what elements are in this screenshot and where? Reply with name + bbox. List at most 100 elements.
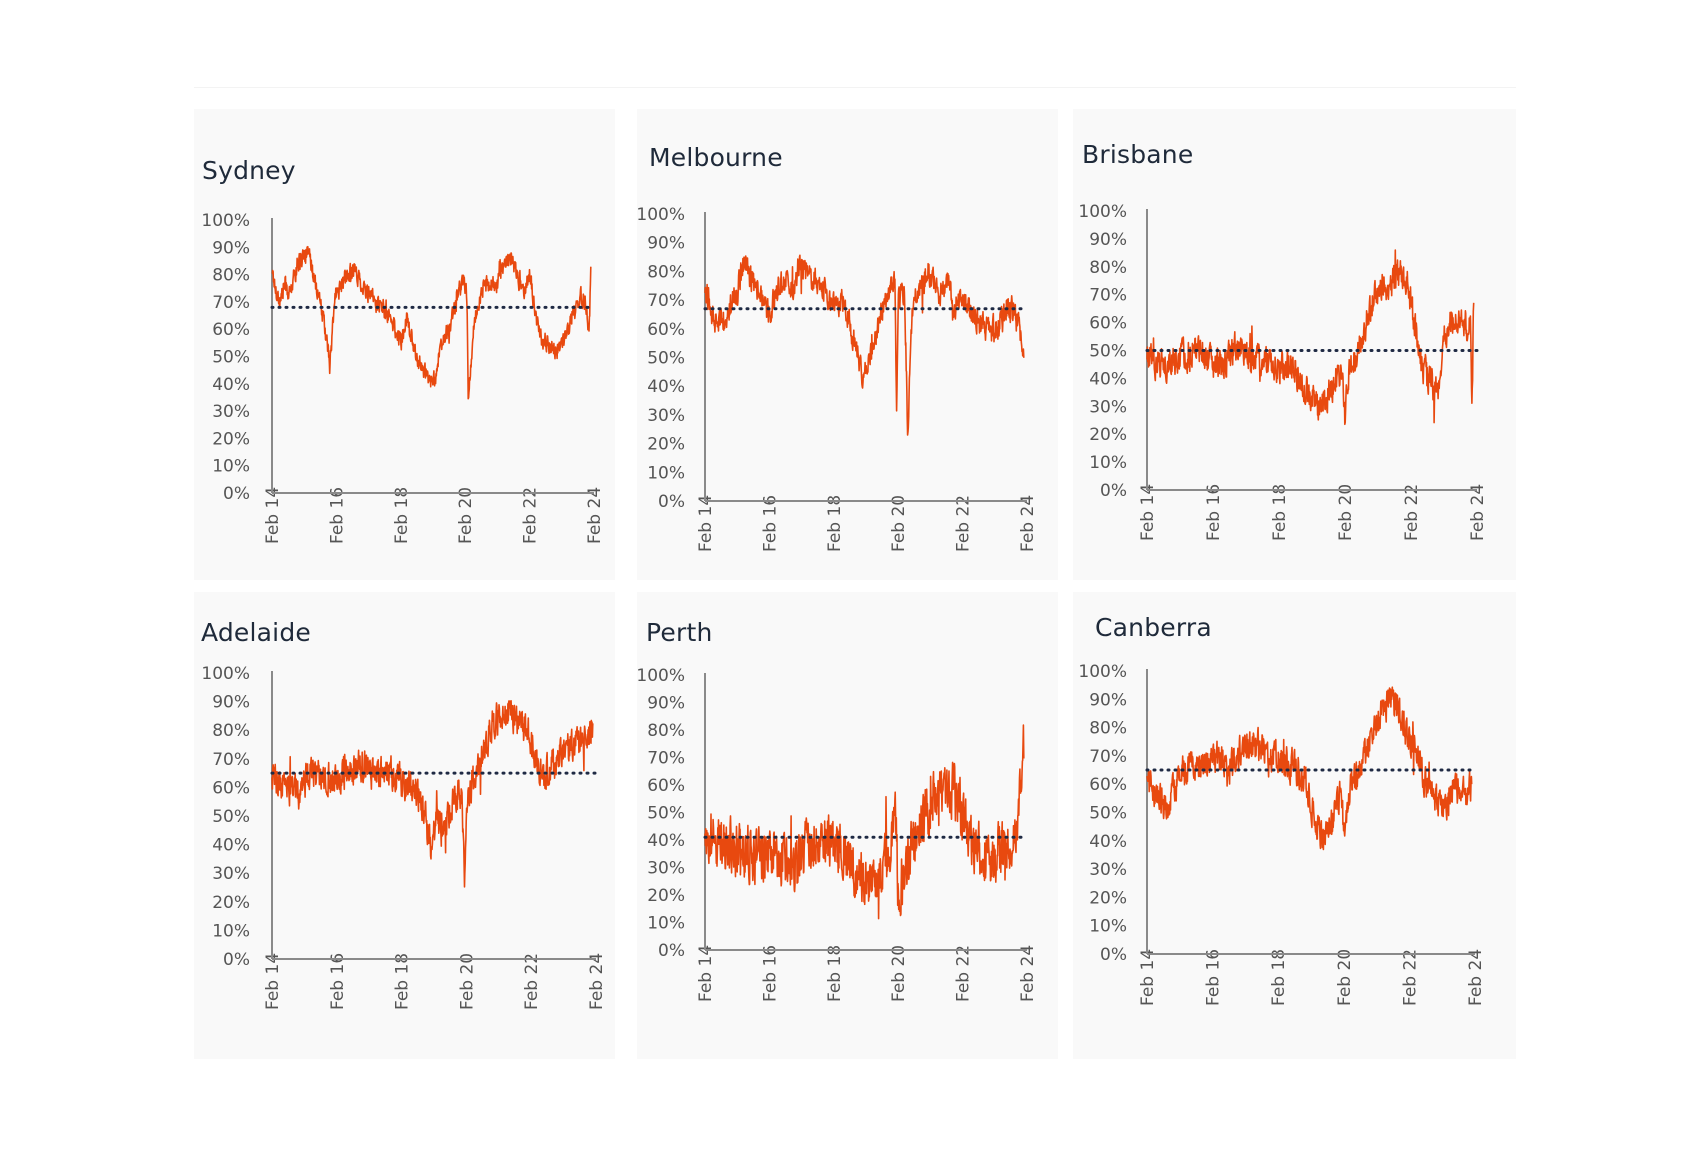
x-tick-label: Feb 20 bbox=[889, 495, 909, 552]
chart-svg: 0% 10% 20% 30% 40% 50% 60% 70% 80% 90% 100% Feb 14 F… bbox=[1078, 662, 1486, 1006]
x-tick-label: Feb 14 bbox=[1138, 484, 1158, 541]
chart-title: Melbourne bbox=[649, 143, 783, 172]
y-tick-label: 60% bbox=[212, 320, 250, 340]
x-tick-label: Feb 14 bbox=[263, 953, 283, 1010]
x-tick-label: Feb 20 bbox=[457, 953, 477, 1010]
y-tick-label: 70% bbox=[647, 291, 685, 311]
y-tick-label: 50% bbox=[647, 349, 685, 369]
x-tick-label: Feb 16 bbox=[1204, 949, 1224, 1006]
y-tick-label: 80% bbox=[212, 266, 250, 286]
y-tick-label: 30% bbox=[1089, 860, 1127, 880]
y-tick-label: 50% bbox=[1089, 804, 1127, 824]
series-line bbox=[271, 245, 592, 400]
x-tick-label: Feb 14 bbox=[696, 495, 716, 552]
y-tick-label: 10% bbox=[1089, 917, 1127, 937]
y-tick-label: 90% bbox=[647, 234, 685, 254]
y-tick-label: 0% bbox=[223, 950, 250, 970]
y-tick-label: 10% bbox=[212, 457, 250, 477]
x-tick-label: Feb 16 bbox=[1204, 484, 1224, 541]
x-tick-label: Feb 22 bbox=[522, 953, 542, 1010]
y-tick-label: 40% bbox=[212, 375, 250, 395]
y-tick-label: 50% bbox=[647, 804, 685, 824]
y-tick-label: 100% bbox=[201, 664, 250, 684]
series-line bbox=[1146, 686, 1473, 851]
y-tick-label: 80% bbox=[212, 721, 250, 741]
x-tick-label: Feb 24 bbox=[585, 487, 605, 544]
y-tick-label: 0% bbox=[658, 492, 685, 512]
x-tick-label: Feb 22 bbox=[954, 945, 974, 1002]
x-tick-label: Feb 18 bbox=[1269, 949, 1289, 1006]
y-tick-label: 60% bbox=[212, 778, 250, 798]
chart-panel-brisbane: Brisbane 0% 10% 20% 30% 40% 50% 60% 70% 80% 90% 10… bbox=[1073, 109, 1516, 580]
y-tick-label: 40% bbox=[1089, 369, 1127, 389]
chart-title: Canberra bbox=[1095, 613, 1212, 642]
y-tick-label: 90% bbox=[212, 238, 250, 258]
y-tick-label: 30% bbox=[212, 402, 250, 422]
x-tick-label: Feb 24 bbox=[587, 953, 607, 1010]
y-tick-label: 30% bbox=[212, 864, 250, 884]
x-tick-label: Feb 24 bbox=[1018, 945, 1038, 1002]
y-tick-label: 40% bbox=[647, 831, 685, 851]
y-tick-label: 40% bbox=[212, 836, 250, 856]
x-tick-label: Feb 16 bbox=[760, 945, 780, 1002]
y-tick-label: 30% bbox=[1089, 397, 1127, 417]
y-tick-label: 20% bbox=[1089, 425, 1127, 445]
chart-title: Sydney bbox=[202, 156, 296, 185]
series-line bbox=[271, 700, 594, 888]
x-tick-label: Feb 18 bbox=[1270, 484, 1290, 541]
x-tick-label: Feb 14 bbox=[1138, 949, 1158, 1006]
x-tick-label: Feb 22 bbox=[1400, 949, 1420, 1006]
y-tick-label: 100% bbox=[1078, 662, 1127, 682]
y-tick-label: 60% bbox=[647, 320, 685, 340]
chart-title: Adelaide bbox=[201, 618, 311, 647]
series-line bbox=[704, 724, 1025, 920]
y-tick-label: 20% bbox=[212, 893, 250, 913]
chart-panel-perth: Perth 0% 10% 20% 30% 40% 50% 60% 70% 80% 90% 100% F… bbox=[636, 592, 1058, 1059]
y-tick-label: 10% bbox=[647, 914, 685, 934]
x-tick-label: Feb 24 bbox=[1466, 949, 1486, 1006]
x-tick-label: Feb 20 bbox=[1336, 484, 1356, 541]
chart-panel-adelaide: Adelaide 0% 10% 20% 30% 40% 50% 60% 70% 80% 90% 10… bbox=[194, 592, 615, 1059]
y-tick-label: 90% bbox=[1089, 230, 1127, 250]
y-tick-label: 80% bbox=[647, 262, 685, 282]
y-tick-label: 70% bbox=[1089, 286, 1127, 306]
chart-svg: 0% 10% 20% 30% 40% 50% 60% 70% 80% 90% 100% Feb 14 F… bbox=[636, 666, 1038, 1002]
y-tick-label: 80% bbox=[647, 721, 685, 741]
y-tick-label: 20% bbox=[647, 886, 685, 906]
x-tick-label: Feb 22 bbox=[521, 487, 541, 544]
y-tick-label: 0% bbox=[658, 941, 685, 961]
x-tick-label: Feb 14 bbox=[696, 945, 716, 1002]
y-tick-label: 60% bbox=[1089, 314, 1127, 334]
x-tick-label: Feb 16 bbox=[760, 495, 780, 552]
y-tick-label: 60% bbox=[1089, 775, 1127, 795]
chart-svg: 0% 10% 20% 30% 40% 50% 60% 70% 80% 90% 100% Feb 14 F… bbox=[201, 664, 607, 1010]
x-tick-label: Feb 24 bbox=[1018, 495, 1038, 552]
series-line bbox=[704, 254, 1025, 436]
x-tick-label: Feb 16 bbox=[328, 953, 348, 1010]
x-tick-label: Feb 16 bbox=[327, 487, 347, 544]
y-tick-label: 30% bbox=[647, 859, 685, 879]
x-tick-label: Feb 18 bbox=[825, 495, 845, 552]
y-tick-label: 70% bbox=[1089, 747, 1127, 767]
y-tick-label: 40% bbox=[647, 377, 685, 397]
x-tick-label: Feb 14 bbox=[263, 487, 283, 544]
y-tick-label: 60% bbox=[647, 776, 685, 796]
x-tick-label: Feb 20 bbox=[456, 487, 476, 544]
y-tick-label: 20% bbox=[647, 435, 685, 455]
y-tick-label: 20% bbox=[212, 429, 250, 449]
chart-svg: 0% 10% 20% 30% 40% 50% 60% 70% 80% 90% 100% Feb 14 F… bbox=[1078, 202, 1488, 541]
y-tick-label: 20% bbox=[1089, 888, 1127, 908]
chart-panel-melbourne: Melbourne 0% 10% 20% 30% 40% 50% 60% 70% 80% 90% 1… bbox=[636, 109, 1058, 580]
x-tick-label: Feb 20 bbox=[889, 945, 909, 1002]
y-tick-label: 80% bbox=[1089, 258, 1127, 278]
series-line bbox=[1146, 249, 1475, 426]
x-tick-label: Feb 18 bbox=[825, 945, 845, 1002]
chart-title: Perth bbox=[646, 618, 713, 647]
x-tick-label: Feb 18 bbox=[393, 953, 413, 1010]
y-tick-label: 100% bbox=[201, 211, 250, 231]
x-tick-label: Feb 22 bbox=[954, 495, 974, 552]
y-tick-label: 100% bbox=[636, 205, 685, 225]
y-tick-label: 50% bbox=[212, 807, 250, 827]
y-tick-label: 100% bbox=[636, 666, 685, 686]
y-tick-label: 100% bbox=[1078, 202, 1127, 222]
